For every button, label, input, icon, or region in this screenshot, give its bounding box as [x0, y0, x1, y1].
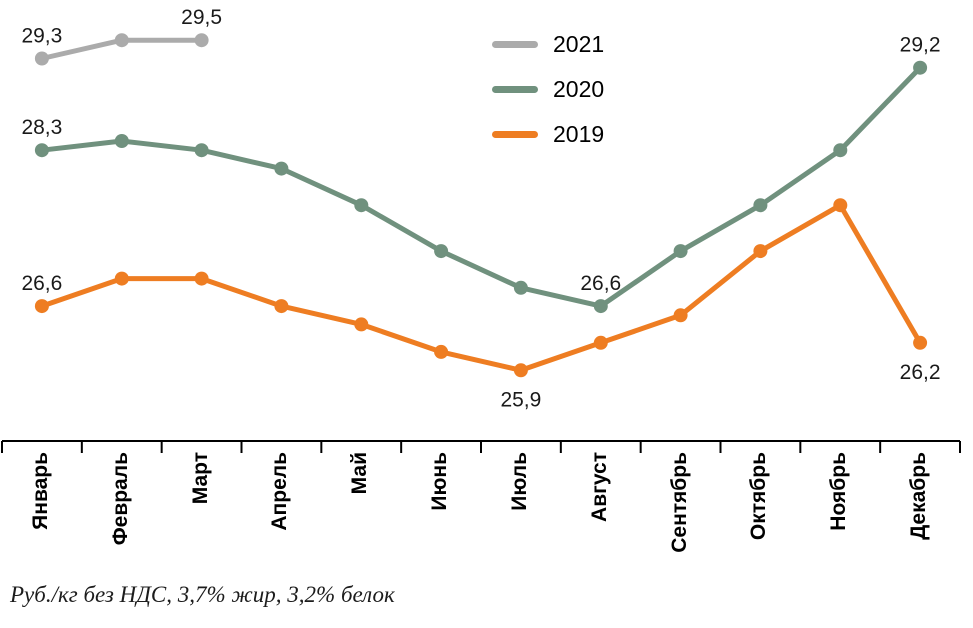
legend-swatch-2019 — [492, 130, 538, 138]
series-point-2020 — [354, 198, 369, 213]
point-label-2020-11: 29,2 — [900, 34, 941, 57]
point-label-2021-2: 29,5 — [181, 6, 222, 29]
legend-swatch-2020 — [492, 85, 538, 93]
series-point-2020 — [673, 244, 688, 259]
point-label-2019-11: 26,2 — [900, 361, 941, 384]
series-point-2019 — [194, 271, 209, 286]
point-label-2020-0: 28,3 — [21, 116, 62, 139]
series-point-2019 — [673, 308, 688, 323]
legend-label-2020: 2020 — [553, 76, 605, 102]
legend-swatch-2021 — [492, 40, 538, 48]
series-line-2020 — [39, 65, 923, 309]
series-point-2019 — [913, 335, 928, 350]
series-point-2020 — [434, 244, 449, 259]
series-point-2019 — [753, 244, 768, 259]
series-point-2020 — [513, 280, 528, 295]
legend-item-2020: 2020 — [492, 75, 604, 103]
legend-label-2021: 2021 — [553, 31, 605, 57]
series-point-2019 — [274, 299, 289, 314]
series-point-2019 — [434, 344, 449, 359]
legend-label-2019: 2019 — [553, 121, 605, 147]
series-point-2020 — [194, 143, 209, 158]
series-line-2019 — [39, 202, 923, 373]
chart-legend: 2021 2020 2019 — [492, 30, 604, 148]
series-point-2021 — [34, 51, 49, 66]
series-point-2020 — [593, 299, 608, 314]
axis-units-caption: Руб./кг без НДС, 3,7% жир, 3,2% белок — [10, 582, 395, 607]
series-point-2020 — [833, 143, 848, 158]
series-point-2019 — [354, 317, 369, 332]
point-label-2021-0: 29,3 — [21, 25, 62, 48]
series-point-2020 — [34, 143, 49, 158]
series-point-2020 — [913, 60, 928, 75]
series-point-2019 — [833, 198, 848, 213]
line-chart: 29,3 29,5 28,3 26,6 26,6 25,9 29,2 26,2 — [1, 6, 961, 453]
point-label-2019-6: 25,9 — [500, 388, 541, 411]
series-point-2021 — [194, 33, 209, 48]
legend-item-2019: 2019 — [492, 120, 604, 148]
series-point-2020 — [114, 134, 129, 148]
series-point-2020 — [274, 161, 289, 176]
point-label-2020-7: 26,6 — [580, 272, 621, 295]
series-point-2019 — [34, 299, 49, 314]
series-point-2021 — [114, 33, 129, 48]
point-label-2019-0: 26,6 — [21, 272, 62, 295]
series-point-2020 — [753, 198, 768, 213]
series-point-2019 — [593, 335, 608, 350]
series-point-2019 — [114, 271, 129, 286]
series-point-2019 — [513, 363, 528, 378]
legend-item-2021: 2021 — [492, 30, 604, 58]
